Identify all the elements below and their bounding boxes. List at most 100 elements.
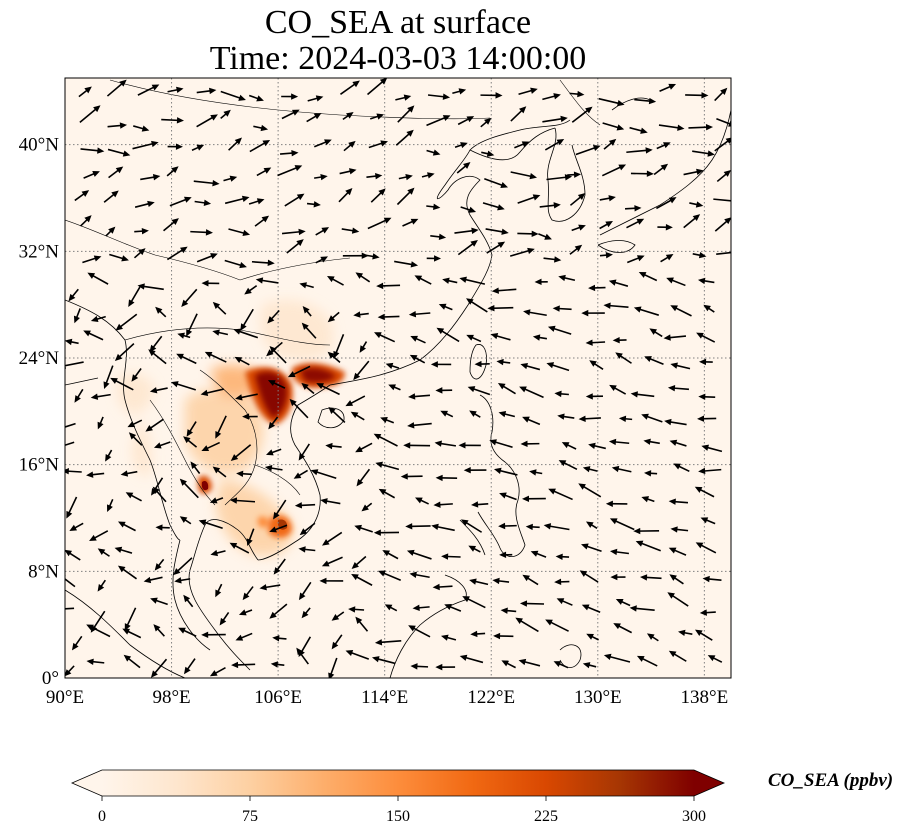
wind-arrow-head (291, 109, 300, 116)
wind-arrow-head (530, 550, 539, 557)
wind-arrow-shaft (716, 251, 731, 255)
wind-arrow-head (522, 416, 530, 423)
wind-arrow-head (435, 387, 443, 394)
chart-title-line2: Time: 2024-03-03 14:00:00 (209, 40, 587, 77)
wind-arrow-head (630, 391, 638, 398)
wind-arrow-head (267, 380, 276, 387)
wind-arrow-head (382, 550, 391, 557)
wind-arrow-head (372, 253, 380, 260)
wind-arrow-head (668, 498, 676, 505)
wind-arrow-head (458, 88, 467, 95)
wind-arrow-head (618, 164, 627, 171)
wind-arrow-head (183, 594, 191, 603)
wind-arrow-head (666, 277, 674, 284)
wind-arrow-head (668, 197, 677, 204)
wind-arrow-head (409, 354, 418, 361)
wind-arrow-head (356, 478, 364, 487)
wind-arrow-head (331, 641, 339, 650)
wind-arrow-head (605, 500, 613, 507)
wind-arrow-head (558, 460, 567, 467)
wind-arrow-head (267, 316, 275, 324)
wind-arrow-head (603, 653, 612, 661)
wind-arrow-head (152, 174, 161, 181)
wind-arrow-head (296, 193, 305, 201)
wind-arrow-head (534, 278, 542, 286)
wind-arrow-head (466, 298, 474, 305)
wind-arrow-head (585, 106, 593, 114)
wind-arrow-head (73, 315, 80, 324)
map-frame (64, 77, 732, 679)
wind-arrow-head (403, 442, 411, 449)
wind-arrow-head (301, 610, 309, 619)
wind-arrow-head (145, 425, 153, 432)
wind-arrow-head (609, 518, 618, 525)
wind-arrow-head (585, 393, 593, 400)
wind-arrow-head (93, 105, 101, 113)
wind-arrow-head (705, 124, 714, 131)
wind-arrow-head (310, 469, 319, 476)
wind-arrow-head (646, 170, 654, 177)
wind-arrow-head (215, 431, 222, 439)
wind-arrow-head (259, 584, 267, 591)
wind-arrow-head (378, 188, 386, 196)
wind-arrow-head (648, 97, 657, 105)
wind-arrow-head (577, 193, 586, 200)
wind-arrow-head (125, 492, 134, 499)
wind-arrow-head (405, 173, 413, 181)
colorbar-tick-label: 300 (682, 808, 706, 825)
wind-arrow-head (521, 495, 530, 502)
wind-arrow-head (171, 218, 179, 225)
wind-arrow-head (93, 255, 102, 262)
wind-arrow-head (668, 547, 677, 554)
wind-arrow-head (668, 83, 677, 90)
wind-arrow-head (155, 524, 163, 531)
wind-arrow-head (458, 442, 466, 449)
wind-arrow-head (520, 362, 528, 370)
wind-arrow-head (108, 226, 116, 234)
wind-arrow-head (152, 486, 160, 494)
wind-arrow-head (484, 117, 492, 125)
wind-vector-field (65, 78, 731, 678)
wind-arrow-head (127, 421, 136, 428)
wind-arrow-head (255, 277, 264, 284)
wind-arrow-head (376, 282, 384, 290)
wind-arrow-head (633, 306, 642, 313)
wind-arrow-head (408, 625, 416, 632)
wind-arrow-head (532, 194, 541, 201)
wind-arrow-head (86, 658, 94, 665)
wind-arrow-head (696, 332, 704, 339)
wind-arrow-shaft (65, 441, 75, 447)
wind-arrow-head (186, 429, 194, 437)
wind-arrow-head (405, 523, 413, 530)
colorbar-tick-label: 150 (386, 808, 410, 825)
wind-arrow-head (460, 142, 468, 149)
wind-arrow-head (388, 384, 396, 391)
wind-arrow-head (636, 655, 645, 662)
wind-arrow-head (65, 428, 66, 431)
longitude-tick-label: 98°E (152, 687, 190, 708)
wind-arrow-head (427, 172, 435, 179)
wind-arrow-head (660, 163, 669, 171)
wind-arrow-head (501, 228, 509, 235)
wind-arrow-head (553, 661, 562, 668)
wind-arrow-head (438, 233, 447, 241)
wind-arrow-head (406, 549, 415, 556)
wind-arrow-head (589, 360, 597, 367)
wind-arrow-head (522, 574, 530, 582)
wind-arrow-head (385, 362, 394, 369)
wind-arrow-head (321, 560, 330, 567)
wind-arrow-head (492, 577, 500, 585)
wind-arrow-head (436, 327, 445, 335)
wind-arrow-head (313, 201, 321, 208)
wind-arrow-head (361, 504, 369, 512)
wind-arrow-head (545, 619, 553, 626)
wind-arrow-head (434, 255, 442, 262)
wind-arrow-head (433, 501, 441, 508)
wind-arrow-head (263, 167, 272, 174)
wind-arrow-head (313, 112, 322, 120)
wind-arrow-head (669, 439, 678, 446)
wind-arrow-head (212, 329, 220, 336)
wind-arrow-head (235, 634, 244, 641)
wind-arrow-head (180, 246, 188, 254)
wind-arrow-head (325, 442, 333, 450)
